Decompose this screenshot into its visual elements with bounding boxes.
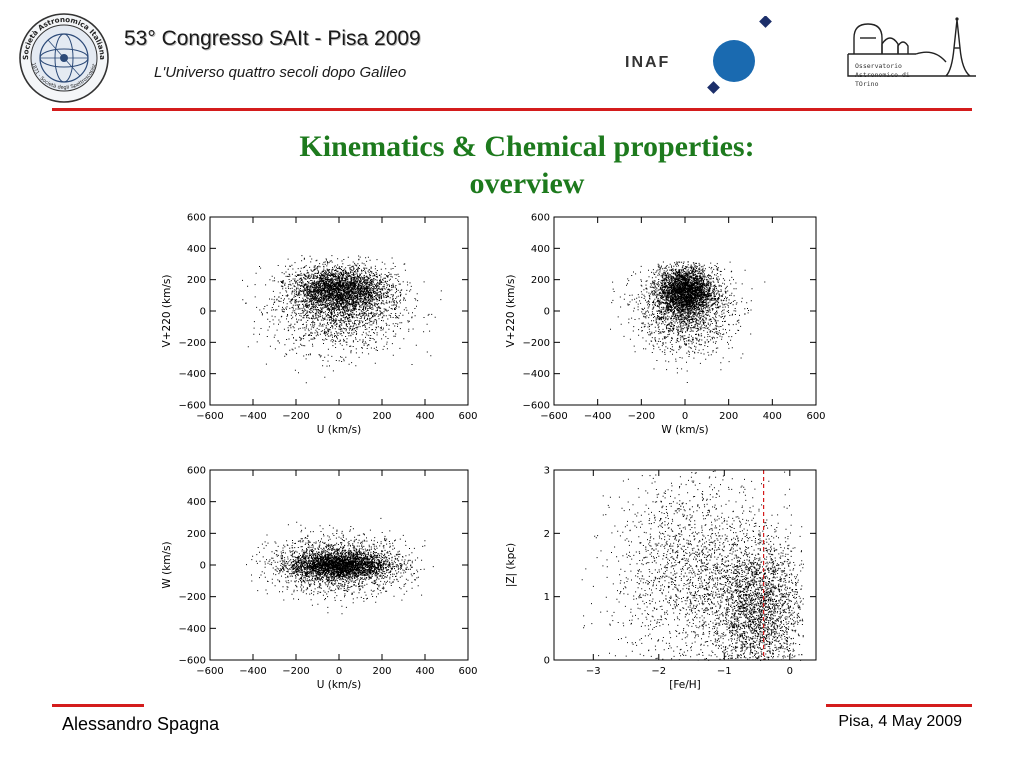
x-axis-label: U (km/s) bbox=[317, 424, 362, 436]
y-tick-label: −200 bbox=[179, 338, 206, 349]
inaf-label: INAF bbox=[625, 54, 671, 71]
y-tick-label: 200 bbox=[531, 275, 550, 286]
conference-title: 53° Congresso SAIt - Pisa 2009 bbox=[124, 27, 421, 50]
footer-date: Pisa, 4 May 2009 bbox=[838, 713, 962, 730]
y-tick-label: 600 bbox=[531, 213, 550, 224]
conference-subtitle: L'Universo quattro secoli dopo Galileo bbox=[154, 64, 407, 81]
footer-divider-left bbox=[52, 704, 144, 707]
scatter-panel-4: −3 −2 −1 0 0 1 2 3 [Fe/H] |Z| (kpc) bbox=[505, 466, 817, 691]
scatter-panel-1: −600 −400 −200 0 200 400 600 −600 −400 −200 0 200 40… bbox=[161, 213, 478, 437]
x-tick-label: 600 bbox=[458, 411, 477, 422]
sait-seal-logo: Società Astronomica Italiana 1871 · Soci… bbox=[18, 12, 109, 103]
x-tick-label: −400 bbox=[584, 411, 611, 422]
x-tick-label: −200 bbox=[282, 666, 309, 677]
y-tick-label: 200 bbox=[187, 275, 206, 286]
scatter-point-cloud-3 bbox=[246, 517, 434, 615]
scatter-point-cloud-1 bbox=[242, 255, 442, 384]
y-tick-label: 600 bbox=[187, 466, 206, 477]
y-tick-label: 0 bbox=[200, 307, 206, 318]
footer-divider-right bbox=[826, 704, 972, 707]
x-tick-label: 0 bbox=[787, 666, 793, 677]
x-tick-label: −600 bbox=[196, 411, 223, 422]
oato-line-3: TOrino bbox=[855, 80, 879, 88]
x-tick-label: 400 bbox=[415, 411, 434, 422]
x-tick-label: −400 bbox=[239, 666, 266, 677]
y-tick-label: 400 bbox=[187, 244, 206, 255]
x-axis-label: U (km/s) bbox=[317, 679, 362, 691]
scatter-point-cloud-2 bbox=[610, 261, 766, 383]
slide-title: Kinematics & Chemical properties: overvi… bbox=[212, 128, 842, 202]
scatter-point-cloud-4 bbox=[581, 470, 804, 661]
x-tick-label: 200 bbox=[719, 411, 738, 422]
plot-frame bbox=[209, 216, 469, 406]
y-tick-label: 0 bbox=[544, 307, 550, 318]
y-tick-label: 200 bbox=[187, 529, 206, 540]
scatter-plot-grid: −600 −400 −200 0 200 400 600 −600 −400 −200 0 200 40… bbox=[150, 205, 840, 701]
y-tick-label: 400 bbox=[531, 244, 550, 255]
y-tick-label: −200 bbox=[179, 592, 206, 603]
slide-header: Società Astronomica Italiana 1871 · Soci… bbox=[0, 0, 1024, 112]
x-tick-label: −200 bbox=[282, 411, 309, 422]
y-tick-label: −400 bbox=[179, 624, 206, 635]
y-tick-label: −600 bbox=[179, 401, 206, 412]
x-tick-label: 600 bbox=[806, 411, 825, 422]
y-tick-label: −400 bbox=[523, 369, 550, 380]
y-tick-label: 1 bbox=[544, 592, 550, 603]
x-tick-label: 400 bbox=[415, 666, 434, 677]
x-tick-label: 200 bbox=[372, 411, 391, 422]
x-tick-label: −2 bbox=[651, 666, 666, 677]
x-tick-label: −600 bbox=[540, 411, 567, 422]
y-axis-label: W (km/s) bbox=[161, 541, 173, 588]
slide-title-line-1: Kinematics & Chemical properties: bbox=[299, 130, 755, 163]
oato-line-1: Osservatorio bbox=[855, 62, 902, 70]
x-tick-label: 200 bbox=[372, 666, 391, 677]
y-tick-label: 0 bbox=[544, 656, 550, 667]
plot-frame bbox=[553, 469, 817, 661]
y-tick-label: 600 bbox=[187, 213, 206, 224]
x-axis-label: W (km/s) bbox=[661, 424, 708, 436]
plot-frame bbox=[553, 216, 817, 406]
x-tick-label: −200 bbox=[628, 411, 655, 422]
x-tick-label: −3 bbox=[586, 666, 601, 677]
y-axis-label: V+220 (km/s) bbox=[161, 275, 173, 348]
x-tick-label: −600 bbox=[196, 666, 223, 677]
y-tick-label: 3 bbox=[544, 466, 550, 477]
scatter-points-2 bbox=[610, 261, 766, 383]
oato-name: Osservatorio Astronomico di TOrino bbox=[855, 62, 910, 89]
x-axis-label: [Fe/H] bbox=[669, 679, 701, 691]
x-tick-label: 0 bbox=[336, 411, 342, 422]
scatter-points-3 bbox=[246, 517, 434, 615]
x-tick-label: −400 bbox=[239, 411, 266, 422]
oato-logo bbox=[847, 17, 976, 77]
y-tick-label: 0 bbox=[200, 561, 206, 572]
scatter-panel-3: −600 −400 −200 0 200 400 600 −600 −400 −200 0 200 40… bbox=[161, 466, 478, 692]
y-axis-label: V+220 (km/s) bbox=[505, 275, 517, 348]
x-tick-label: 600 bbox=[458, 666, 477, 677]
y-tick-label: −600 bbox=[523, 401, 550, 412]
inaf-logo bbox=[707, 16, 772, 94]
y-axis-label: |Z| (kpc) bbox=[505, 543, 517, 587]
slide-title-line-2: overview bbox=[469, 167, 585, 200]
x-tick-label: 400 bbox=[763, 411, 782, 422]
x-tick-label: 0 bbox=[336, 666, 342, 677]
scatter-plots-canvas: −600 −400 −200 0 200 400 600−600−400−200020040… bbox=[161, 213, 826, 692]
header-divider bbox=[52, 108, 972, 111]
y-tick-label: 2 bbox=[544, 529, 550, 540]
y-tick-label: −400 bbox=[179, 369, 206, 380]
x-tick-label: 0 bbox=[682, 411, 688, 422]
y-tick-label: −200 bbox=[523, 338, 550, 349]
scatter-points-1 bbox=[242, 255, 442, 384]
y-tick-label: 400 bbox=[187, 497, 206, 508]
y-tick-label: −600 bbox=[179, 656, 206, 667]
footer-author: Alessandro Spagna bbox=[62, 714, 220, 734]
scatter-panel-2: −600 −400 −200 0 200 400 600 −600 −400 −200 0 200 40… bbox=[505, 213, 826, 437]
oato-line-2: Astronomico di bbox=[855, 71, 910, 79]
scatter-points-4 bbox=[581, 470, 804, 661]
x-tick-label: −1 bbox=[717, 666, 732, 677]
